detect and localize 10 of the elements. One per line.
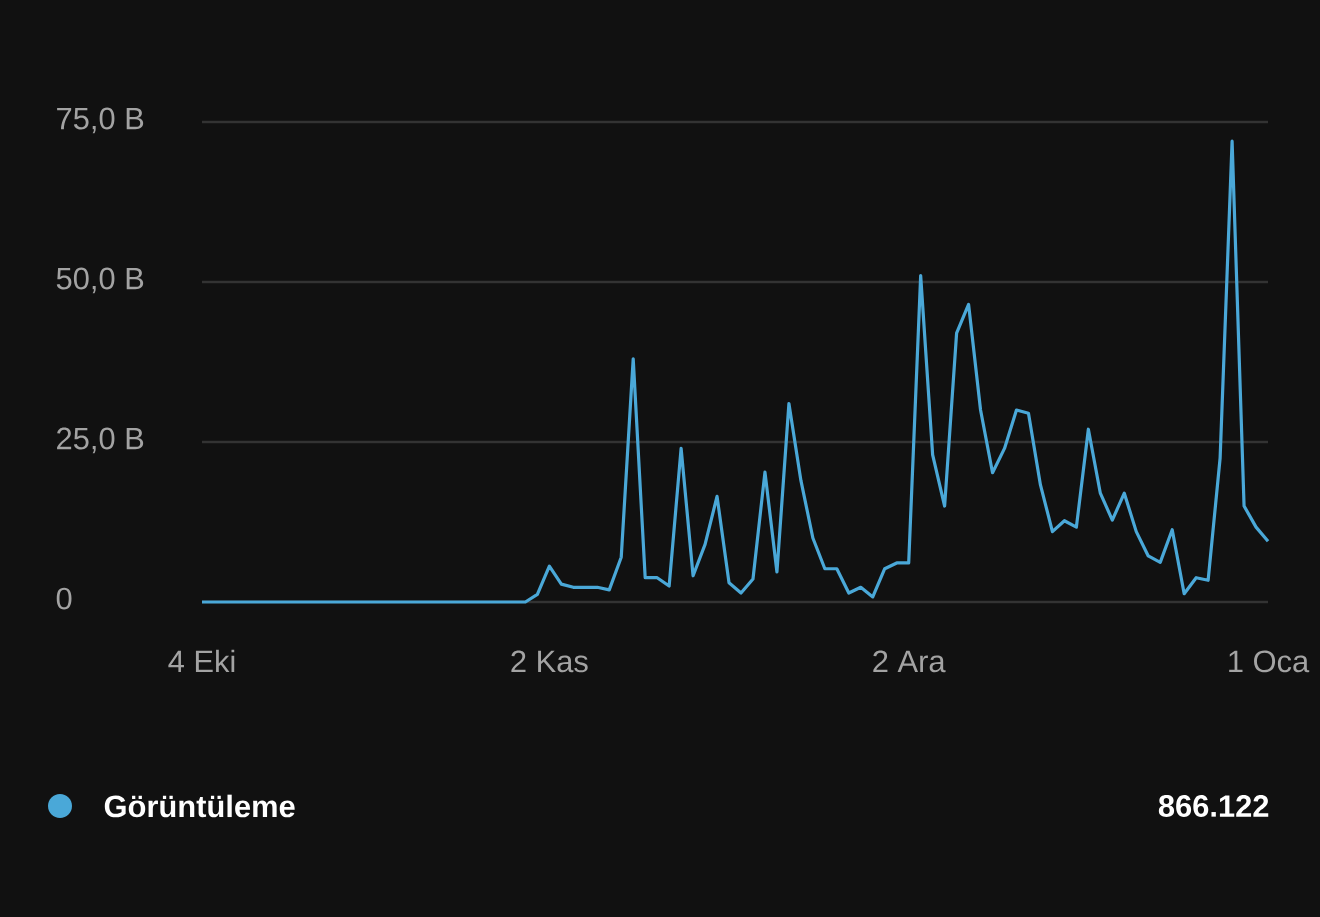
- text: 866.122: [1158, 795, 1269, 817]
- x-tick-label: 2 Kas: [511, 650, 588, 673]
- legend-label: Görüntüleme: [104, 794, 295, 818]
- y-tick-label: 75,0 B: [57, 107, 144, 134]
- y-tick-label: 0: [56, 587, 72, 610]
- x-tick-label: 2 Ara: [873, 650, 946, 673]
- x-tick-label: 1 Oca: [1229, 650, 1310, 673]
- x-tick-label: 4 Eki: [168, 649, 235, 673]
- y-tick-label: 50,0 B: [56, 267, 144, 294]
- y-tick-label: 25,0 B: [57, 427, 144, 454]
